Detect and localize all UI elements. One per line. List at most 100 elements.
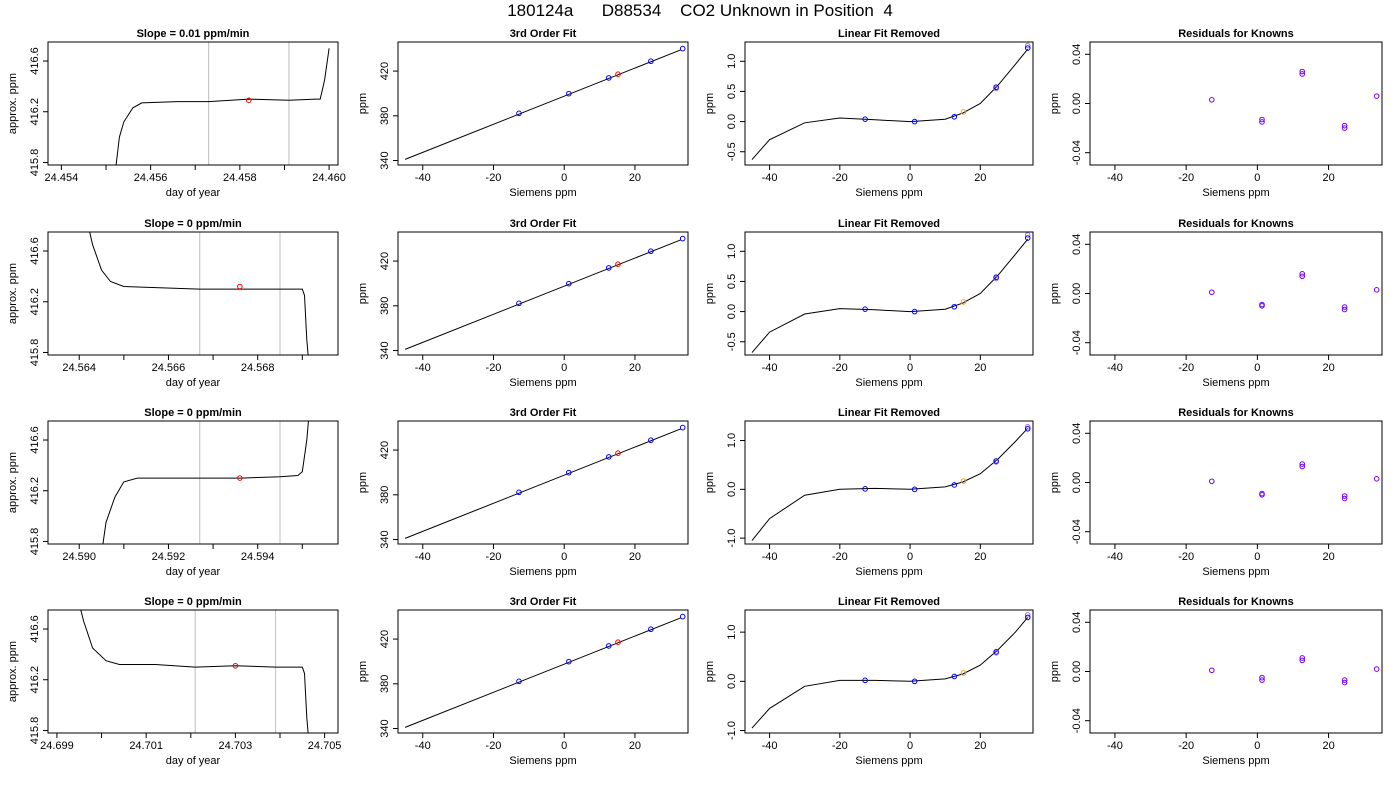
x-axis-label: Siemens ppm: [1202, 566, 1269, 578]
plot-data: [1208, 271, 1380, 313]
x-tick-label: -20: [832, 551, 848, 563]
x-tick-label: -20: [1178, 172, 1194, 184]
residual-point: [1341, 677, 1348, 683]
known-point: [911, 308, 918, 315]
y-tick-label: -0.04: [1071, 330, 1083, 355]
x-tick-label: -20: [486, 740, 502, 752]
fit-curve: [751, 238, 1029, 353]
x-tick-label: -40: [1107, 740, 1123, 752]
y-axis-label: ppm: [357, 283, 369, 304]
y-axis-label: approx. ppm: [7, 73, 19, 134]
y-tick-label: 380: [379, 675, 391, 693]
y-tick-label: 415.8: [29, 717, 41, 745]
residual-point: [1259, 303, 1265, 309]
unknown-point: [960, 670, 967, 676]
y-tick-label: 0.0: [726, 674, 738, 689]
y-axis-label: ppm: [357, 93, 369, 114]
unknown-point: [237, 475, 243, 481]
x-tick-label: 24.699: [40, 740, 74, 752]
panel-linear-fit-removed: Linear Fit Removed Siemens ppm ppm -40 -20 0 2…: [704, 218, 1034, 389]
x-tick-label: 20: [629, 362, 641, 374]
residual-point: [1208, 667, 1215, 674]
known-point: [566, 90, 572, 97]
y-tick-label: -0.5: [726, 332, 738, 351]
y-tick-label: -0.5: [726, 142, 738, 161]
known-point: [951, 482, 958, 488]
known-point: [679, 235, 686, 242]
panel-title: 3rd Order Fit: [510, 28, 577, 40]
y-tick-label: 420: [379, 441, 391, 459]
panel-title: Slope = 0 ppm/min: [144, 218, 242, 230]
x-tick-label: 0: [907, 740, 913, 752]
y-axis-label: ppm: [704, 283, 716, 304]
known-point: [516, 489, 522, 496]
x-tick-label: -40: [415, 551, 431, 563]
x-axis-label: day of year: [166, 755, 221, 767]
y-tick-label: -0.04: [1071, 519, 1083, 544]
plot-frame: [1089, 41, 1383, 166]
x-tick-label: 24.703: [219, 740, 253, 752]
residual-point: [1299, 657, 1306, 664]
known-point: [516, 110, 522, 117]
known-point: [862, 677, 868, 684]
plot-data: [404, 45, 686, 160]
residual-point: [1341, 493, 1348, 499]
panel-title: 3rd Order Fit: [510, 407, 577, 419]
x-tick-label: 24.454: [45, 172, 79, 184]
residual-point: [1259, 116, 1265, 123]
x-axis-label: Siemens ppm: [855, 187, 922, 199]
panel-linear-fit-removed: Linear Fit Removed Siemens ppm ppm -40 -20 0 2…: [704, 407, 1034, 578]
residual-point: [1341, 122, 1348, 129]
x-tick-label: -40: [762, 362, 778, 374]
x-axis-label: day of year: [166, 187, 221, 199]
x-tick-label: 24.564: [62, 362, 96, 374]
x-tick-label: 0: [561, 172, 567, 184]
y-tick-label: 340: [379, 341, 391, 359]
fit-line: [404, 428, 682, 539]
y-tick-label: 1.0: [726, 244, 738, 259]
x-tick-label: 20: [974, 362, 986, 374]
ppm-trace: [102, 421, 309, 544]
y-tick-label: 0.00: [1071, 661, 1083, 682]
fit-curve: [751, 427, 1029, 541]
y-tick-label: 340: [379, 719, 391, 737]
x-tick-label: -20: [486, 362, 502, 374]
y-axis-label: ppm: [1049, 661, 1061, 682]
x-tick-label: 0: [561, 551, 567, 563]
known-point: [993, 274, 999, 281]
x-tick-label: 20: [1322, 551, 1334, 563]
panel-residuals: Residuals for Knowns Siemens ppm ppm -40 -20…: [1049, 407, 1383, 578]
y-axis-label: ppm: [357, 661, 369, 682]
unknown-point: [615, 261, 621, 268]
y-tick-label: 0.04: [1071, 44, 1083, 65]
panel-title: Residuals for Knowns: [1178, 28, 1294, 40]
panel-title: Linear Fit Removed: [838, 28, 940, 40]
panel-title: 3rd Order Fit: [510, 596, 577, 608]
y-tick-label: -0.04: [1071, 140, 1083, 165]
x-tick-label: 0: [907, 551, 913, 563]
plot-frame: [397, 41, 689, 166]
plot-frame: [397, 420, 689, 545]
x-tick-label: -20: [1178, 551, 1194, 563]
x-axis-label: day of year: [166, 377, 221, 389]
plot-frame: [47, 609, 339, 734]
x-axis-label: Siemens ppm: [855, 377, 922, 389]
known-point: [648, 248, 654, 255]
panel-title: Linear Fit Removed: [838, 407, 940, 419]
y-axis-label: ppm: [704, 472, 716, 493]
y-tick-label: 416.2: [29, 288, 41, 316]
residual-point: [1259, 677, 1265, 683]
panel-time-series: Slope = 0.01 ppm/min day of year approx. p…: [7, 28, 346, 199]
known-point: [951, 673, 958, 680]
y-tick-label: 0.00: [1071, 93, 1083, 114]
y-axis-label: ppm: [704, 661, 716, 682]
x-tick-label: 24.458: [223, 172, 257, 184]
y-tick-label: 380: [379, 486, 391, 504]
y-tick-label: 0.00: [1071, 472, 1083, 493]
y-tick-label: 420: [379, 630, 391, 648]
x-tick-label: 20: [1322, 740, 1334, 752]
known-point: [951, 113, 958, 120]
x-tick-label: 20: [629, 551, 641, 563]
panel-title: Linear Fit Removed: [838, 596, 940, 608]
x-tick-label: 20: [974, 740, 986, 752]
